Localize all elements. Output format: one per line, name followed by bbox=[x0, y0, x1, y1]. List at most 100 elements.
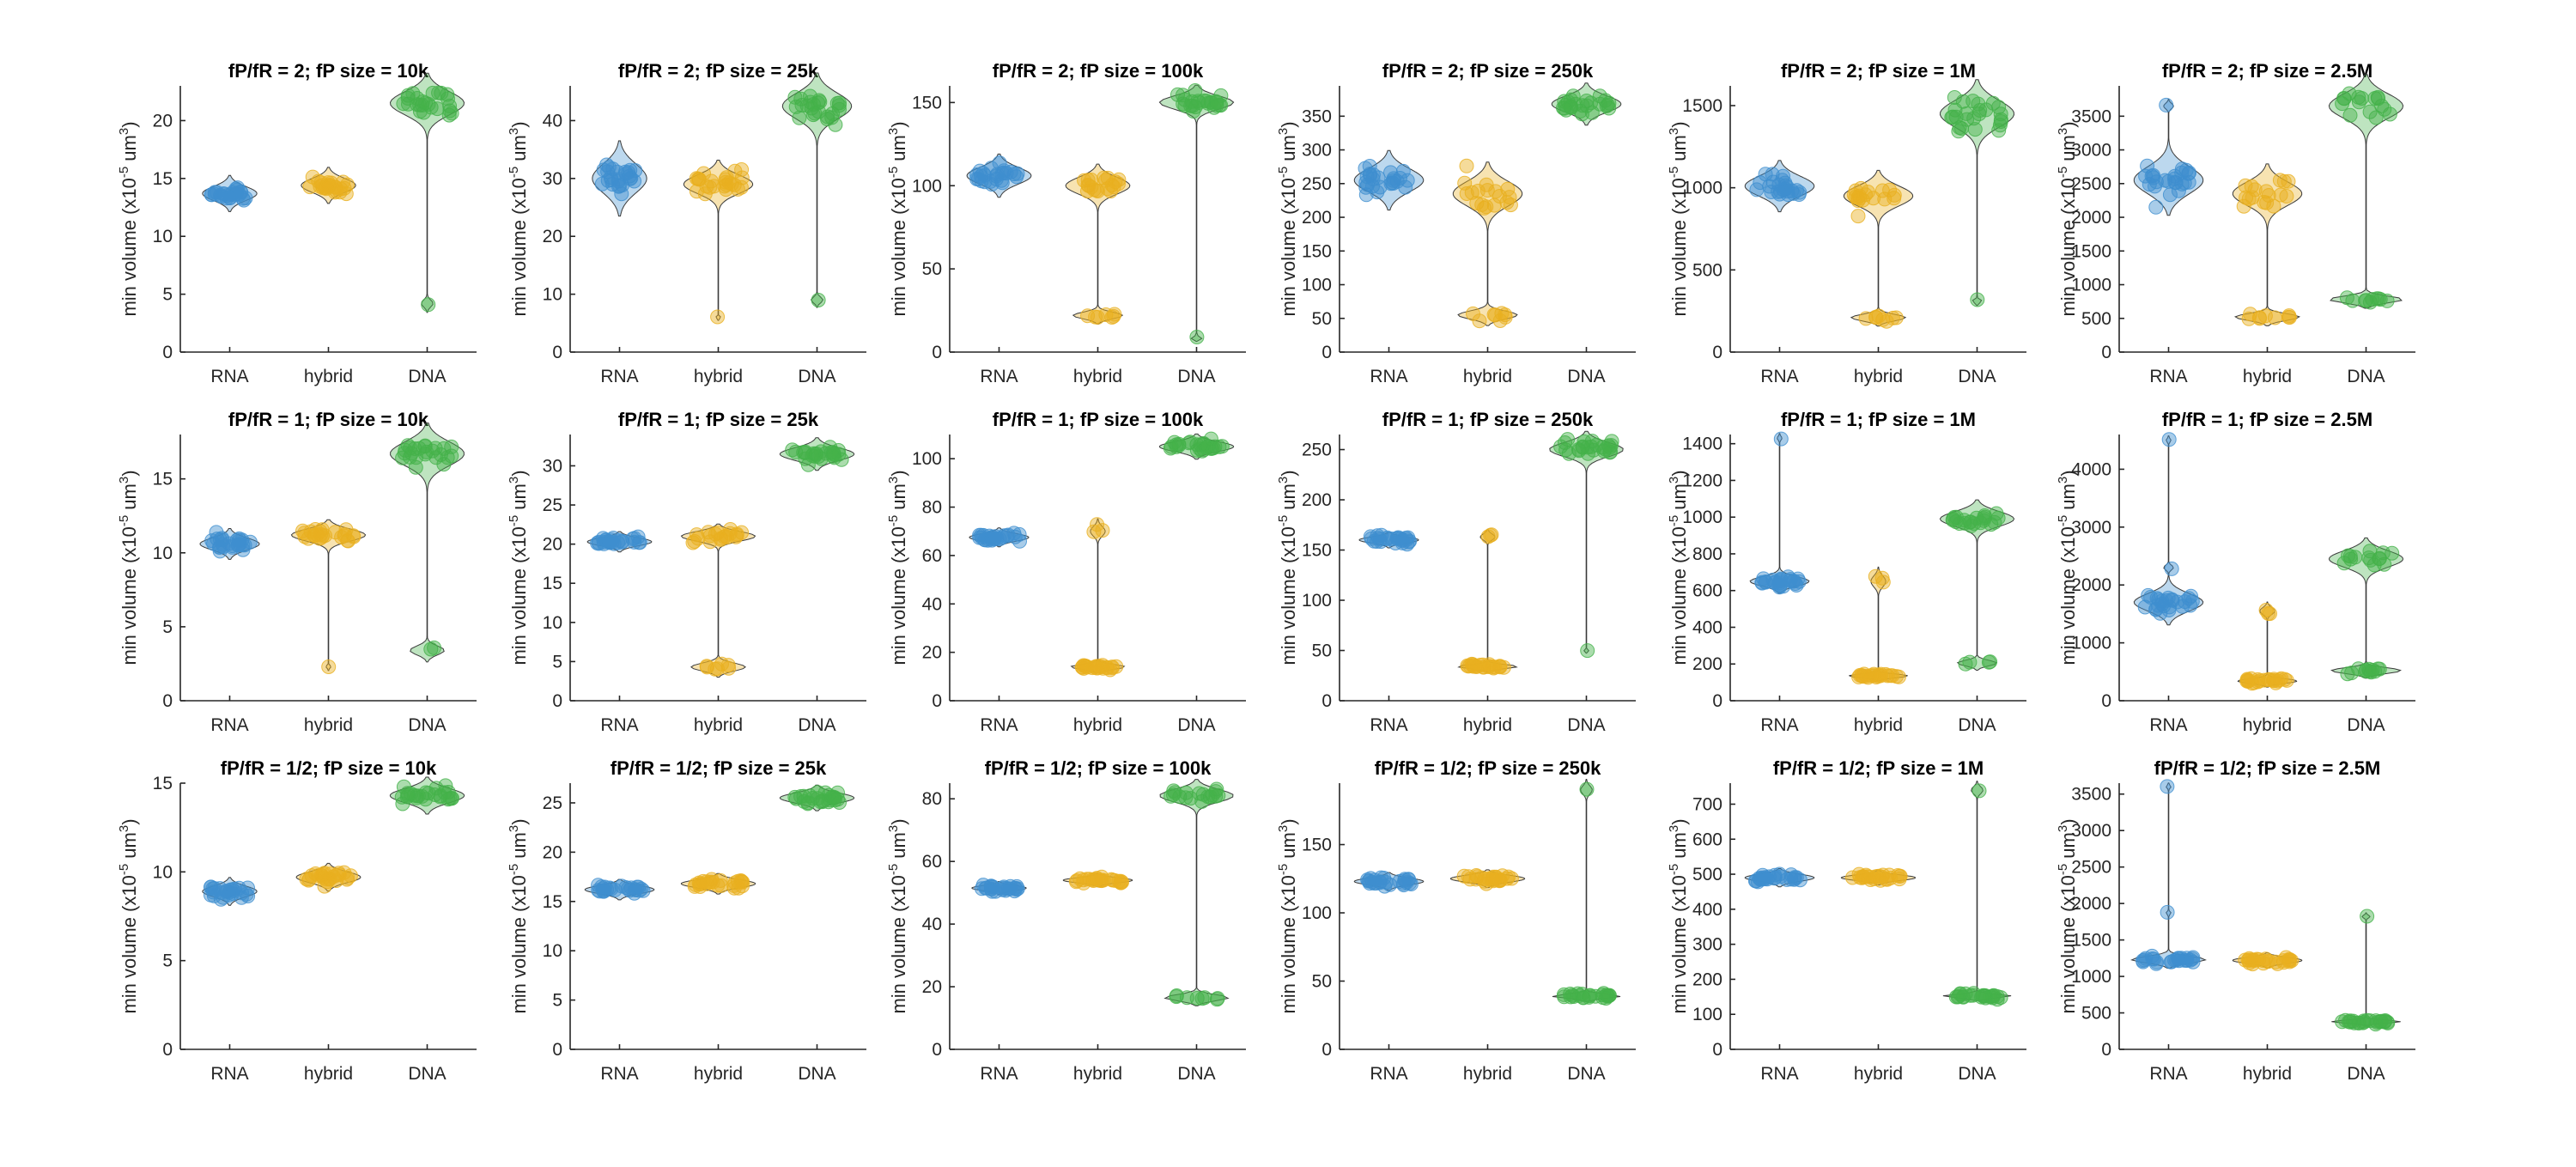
data-point bbox=[685, 535, 701, 550]
data-point bbox=[404, 446, 419, 461]
violin-DNA bbox=[390, 422, 465, 663]
y-axis-label: min volume (x10-5 um3) bbox=[507, 818, 530, 1013]
y-tick-label: 20 bbox=[543, 227, 562, 246]
y-tick-label: 15 bbox=[543, 892, 562, 912]
panel: fP/fR = 2; fP size = 1M 0 500 1000 1500 RNA hy… bbox=[1667, 60, 2026, 386]
y-tick-label: 0 bbox=[932, 691, 942, 711]
data-point bbox=[1208, 94, 1224, 109]
data-point bbox=[204, 187, 219, 203]
data-point bbox=[338, 186, 354, 202]
panel: fP/fR = 2; fP size = 2.5M 0 500 1000 1500 200… bbox=[2056, 60, 2415, 386]
data-point bbox=[1950, 989, 1965, 1005]
data-point bbox=[1199, 440, 1214, 455]
data-point bbox=[1874, 570, 1890, 586]
x-tick-label: hybrid bbox=[1073, 367, 1122, 386]
data-point bbox=[1992, 118, 2008, 133]
data-point bbox=[2160, 779, 2175, 794]
violin-hybrid bbox=[1452, 161, 1523, 326]
x-tick-label: RNA bbox=[210, 367, 248, 386]
panel-title: fP/fR = 1; fP size = 1M bbox=[1781, 409, 1976, 430]
data-point bbox=[1012, 526, 1027, 542]
data-point bbox=[615, 533, 630, 549]
y-axis-label: min volume (x10-5 um3) bbox=[1667, 121, 1690, 316]
data-point bbox=[410, 91, 425, 106]
data-point bbox=[440, 91, 455, 106]
violin-hybrid bbox=[680, 523, 756, 678]
data-point bbox=[1882, 182, 1898, 198]
data-point bbox=[1474, 870, 1490, 885]
data-point bbox=[1113, 873, 1128, 889]
panel: fP/fR = 1; fP size = 1M 0 200 400 600 800 1000… bbox=[1667, 409, 2026, 735]
data-point bbox=[1959, 106, 1974, 121]
data-point bbox=[734, 878, 750, 894]
data-point bbox=[2351, 89, 2366, 105]
data-point bbox=[792, 110, 807, 125]
data-point bbox=[1777, 182, 1792, 198]
y-tick-label: 40 bbox=[543, 111, 562, 131]
data-point bbox=[1214, 439, 1230, 454]
data-point bbox=[631, 879, 647, 895]
data-point bbox=[1944, 110, 1959, 125]
x-tick-label: RNA bbox=[210, 1064, 248, 1084]
y-tick-label: 5 bbox=[162, 951, 173, 971]
x-tick-label: DNA bbox=[1958, 715, 1996, 735]
panel-title: fP/fR = 2; fP size = 25k bbox=[618, 60, 819, 82]
y-tick-label: 0 bbox=[1712, 691, 1722, 711]
y-tick-label: 150 bbox=[912, 93, 942, 112]
data-point bbox=[1771, 866, 1787, 882]
data-point bbox=[1402, 533, 1418, 549]
data-point bbox=[1361, 873, 1376, 889]
data-point bbox=[983, 173, 999, 189]
data-point bbox=[1785, 574, 1801, 589]
x-tick-label: DNA bbox=[1177, 1064, 1215, 1084]
y-axis-label: min volume (x10-5 um3) bbox=[1276, 470, 1299, 665]
data-point bbox=[999, 166, 1014, 181]
panel: fP/fR = 1/2; fP size = 2.5M 0 500 1000 1500 2… bbox=[2056, 757, 2415, 1084]
x-tick-label: RNA bbox=[600, 367, 638, 386]
data-point bbox=[1883, 871, 1899, 885]
y-tick-label: 3500 bbox=[2071, 785, 2111, 805]
data-point bbox=[1575, 98, 1590, 113]
data-point bbox=[336, 174, 351, 190]
data-point bbox=[418, 95, 433, 111]
y-tick-label: 0 bbox=[932, 1040, 942, 1060]
y-tick-label: 15 bbox=[153, 774, 173, 793]
data-point bbox=[1762, 179, 1777, 194]
data-point bbox=[1365, 167, 1381, 182]
data-point bbox=[810, 785, 825, 800]
data-point bbox=[1965, 94, 1981, 109]
data-point bbox=[319, 872, 334, 887]
y-tick-label: 300 bbox=[1692, 935, 1722, 955]
y-tick-label: 15 bbox=[543, 574, 562, 593]
panel-title: fP/fR = 1; fP size = 2.5M bbox=[2162, 409, 2372, 430]
y-tick-label: 150 bbox=[1302, 541, 1332, 561]
y-tick-label: 500 bbox=[1692, 260, 1722, 280]
data-point bbox=[299, 872, 314, 887]
data-point bbox=[1858, 311, 1874, 326]
x-tick-label: hybrid bbox=[694, 715, 743, 735]
panel-title: fP/fR = 2; fP size = 10k bbox=[228, 60, 429, 82]
data-point bbox=[2362, 1013, 2378, 1029]
x-tick-label: hybrid bbox=[1463, 715, 1512, 735]
data-point bbox=[996, 879, 1012, 895]
violin-hybrid bbox=[683, 160, 754, 321]
data-point bbox=[320, 179, 335, 194]
data-point bbox=[697, 186, 713, 202]
y-tick-label: 1000 bbox=[2071, 634, 2111, 653]
data-point bbox=[1209, 94, 1224, 110]
data-point bbox=[693, 876, 708, 891]
data-point bbox=[1791, 574, 1807, 589]
x-tick-label: hybrid bbox=[2243, 1064, 2292, 1084]
data-point bbox=[1095, 523, 1110, 538]
data-point bbox=[811, 293, 826, 307]
y-tick-label: 150 bbox=[1302, 836, 1332, 855]
data-point bbox=[396, 96, 411, 112]
violin-hybrid bbox=[1457, 528, 1518, 672]
x-tick-label: DNA bbox=[408, 1064, 446, 1084]
data-point bbox=[1863, 668, 1879, 684]
data-point bbox=[1090, 517, 1105, 532]
y-axis-label: min volume (x10-5 um3) bbox=[117, 818, 140, 1013]
data-point bbox=[2148, 199, 2164, 215]
data-point bbox=[1563, 987, 1578, 1001]
x-tick-label: RNA bbox=[1760, 1064, 1798, 1084]
